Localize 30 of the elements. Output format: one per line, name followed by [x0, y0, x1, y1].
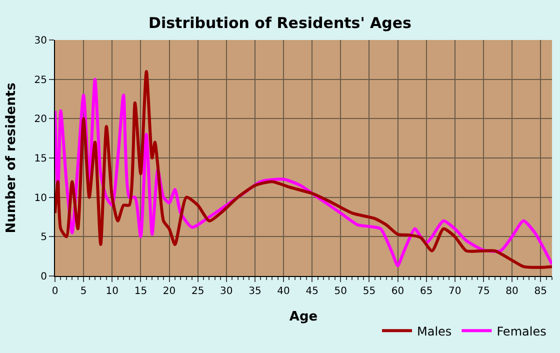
y-tick-label: 15 [34, 154, 47, 164]
x-tick-label: 60 [391, 286, 404, 297]
x-tick-label: 50 [334, 286, 347, 297]
x-tick-label: 75 [477, 286, 490, 297]
legend-label: Females [496, 324, 546, 338]
y-axis-title: Number of residents [4, 82, 20, 234]
x-tick-label: 10 [106, 286, 118, 297]
x-tick-label: 5 [80, 286, 87, 297]
x-tick-label: 45 [306, 286, 318, 297]
y-tick-label: 20 [34, 114, 47, 126]
x-tick-label: 85 [534, 286, 547, 297]
x-tick-label: 30 [220, 286, 233, 297]
y-tick-label: 0 [40, 272, 47, 282]
y-tick-label: 30 [34, 36, 47, 46]
x-tick-label: 20 [162, 286, 176, 297]
y-tick-label: 10 [34, 192, 47, 204]
x-tick-label: 65 [420, 286, 433, 297]
y-tick-label: 5 [40, 232, 47, 244]
x-tick-label: 80 [506, 286, 518, 297]
x-tick-label: 40 [277, 286, 290, 297]
x-tick-label: 0 [52, 286, 58, 297]
y-tick-label: 25 [34, 74, 47, 86]
x-axis-title: Age [289, 310, 318, 325]
x-tick-label: 15 [134, 286, 148, 297]
x-tick-label: 25 [191, 286, 204, 297]
chart-title: Distribution of Residents' Ages [148, 14, 412, 32]
x-tick-label: 55 [362, 286, 376, 297]
x-tick-label: 70 [448, 286, 462, 297]
x-tick-label: 35 [248, 286, 262, 297]
legend-label: Males [417, 324, 452, 338]
